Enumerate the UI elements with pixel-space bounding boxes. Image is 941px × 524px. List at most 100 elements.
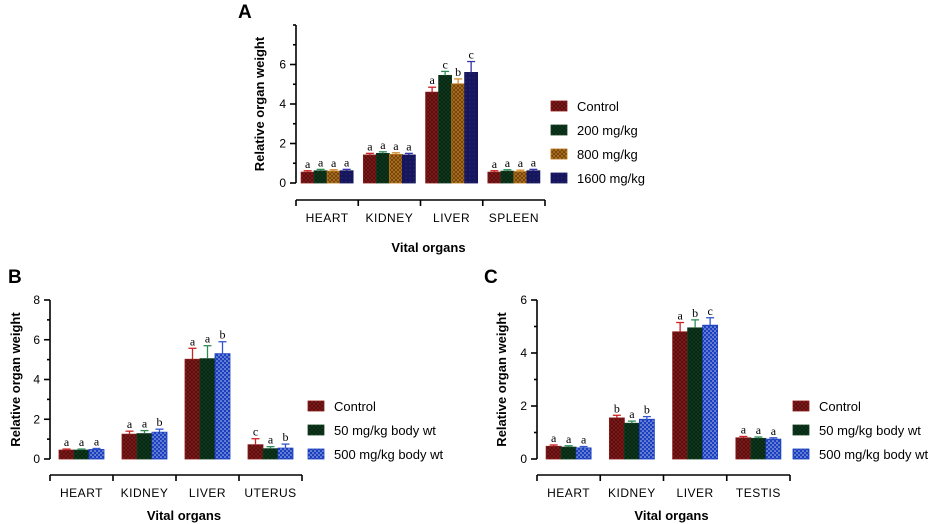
bar-kidney-1: [608, 417, 625, 460]
significance-label: b: [220, 328, 226, 342]
significance-label: a: [505, 156, 511, 170]
legend-swatch: [307, 448, 325, 460]
panel-label-c: C: [484, 267, 498, 288]
bar-uterus-2: [262, 448, 279, 460]
significance-label: a: [205, 332, 211, 346]
y-tick-label: 4: [279, 97, 286, 111]
y-tick-label: 0: [520, 452, 527, 466]
bar-heart-3: [575, 447, 592, 460]
bar-kidney-1: [121, 433, 138, 460]
legend-swatch: [550, 148, 568, 160]
significance-label: a: [492, 157, 498, 171]
y-axis-title: Relative organ weight: [252, 36, 267, 171]
y-tick-label: 4: [33, 373, 40, 387]
category-label: UTERUS: [244, 486, 296, 500]
x-axis-title: Vital organs: [147, 508, 221, 523]
y-axis-title: Relative organ weight: [8, 312, 23, 447]
bar-liver-3: [451, 83, 466, 184]
legend-label: Control: [577, 99, 619, 114]
legend-swatch: [550, 100, 568, 112]
significance-label: a: [393, 139, 399, 153]
significance-label: a: [677, 309, 683, 323]
bar-spleen-3: [513, 171, 528, 184]
significance-label: a: [94, 434, 100, 448]
y-tick-label: 0: [33, 452, 40, 466]
category-label: HEART: [306, 211, 349, 225]
significance-label: a: [142, 417, 148, 431]
bar-uterus-1: [247, 444, 264, 460]
category-label: TESTIS: [736, 486, 781, 500]
significance-label: a: [190, 334, 196, 348]
significance-label: b: [692, 306, 698, 320]
bar-heart-1: [300, 171, 315, 184]
y-tick-label: 6: [279, 58, 286, 72]
category-label: SPLEEN: [489, 211, 539, 225]
bar-testis-3: [765, 438, 782, 460]
significance-label: a: [127, 417, 133, 431]
y-tick-label: 2: [520, 399, 527, 413]
bar-kidney-3: [388, 153, 403, 184]
legend-label: 1600 mg/kg: [577, 171, 645, 186]
y-tick-label: 2: [279, 137, 286, 151]
category-label: HEART: [547, 486, 590, 500]
panel-label-a: A: [238, 2, 252, 23]
legend-label: 500 mg/kg body wt: [334, 447, 444, 462]
bar-kidney-3: [151, 431, 168, 460]
bar-liver-2: [199, 358, 216, 460]
bar-spleen-4: [526, 170, 541, 184]
legend-label: 50 mg/kg body wt: [334, 423, 436, 438]
legend-swatch: [550, 124, 568, 136]
significance-label: c: [253, 425, 258, 439]
significance-label: c: [707, 304, 712, 318]
legend-swatch: [792, 424, 810, 436]
category-label: LIVER: [677, 486, 714, 500]
panel-label-b: B: [8, 267, 22, 288]
significance-label: b: [283, 430, 289, 444]
significance-label: a: [344, 155, 350, 169]
significance-label: a: [268, 433, 274, 447]
category-label: HEART: [60, 486, 103, 500]
category-label: KIDNEY: [121, 486, 169, 500]
bar-spleen-2: [500, 170, 515, 184]
legend-label: 50 mg/kg body wt: [819, 423, 921, 438]
bar-kidney-1: [362, 154, 377, 184]
significance-label: a: [756, 423, 762, 437]
y-tick-label: 8: [33, 293, 40, 307]
significance-label: a: [531, 155, 537, 169]
significance-label: c: [442, 57, 447, 71]
x-axis-title: Vital organs: [391, 240, 465, 255]
significance-label: c: [468, 48, 473, 62]
category-label: LIVER: [189, 486, 226, 500]
significance-label: a: [741, 422, 747, 436]
significance-label: a: [64, 435, 70, 449]
bar-uterus-3: [277, 447, 294, 460]
significance-label: b: [455, 65, 461, 79]
bar-kidney-2: [375, 152, 390, 184]
significance-label: a: [771, 424, 777, 438]
significance-label: a: [581, 433, 587, 447]
legend-swatch: [307, 400, 325, 412]
bar-kidney-3: [638, 418, 655, 460]
y-axis-title: Relative organ weight: [494, 312, 509, 447]
bar-liver-3: [702, 324, 719, 460]
legend-label: 800 mg/kg: [577, 147, 638, 162]
bar-heart-3: [326, 170, 341, 184]
significance-label: a: [380, 138, 386, 152]
bar-liver-1: [425, 91, 440, 184]
bar-testis-1: [735, 437, 752, 460]
bar-kidney-2: [136, 433, 153, 460]
bar-heart-3: [88, 449, 105, 460]
legend-label: Control: [334, 399, 376, 414]
significance-label: b: [614, 401, 620, 415]
y-tick-label: 2: [33, 412, 40, 426]
significance-label: a: [318, 155, 324, 169]
bar-liver-2: [438, 74, 453, 184]
significance-label: a: [518, 156, 524, 170]
bar-heart-2: [560, 446, 577, 460]
bar-spleen-1: [487, 171, 502, 184]
bar-heart-1: [545, 445, 562, 460]
